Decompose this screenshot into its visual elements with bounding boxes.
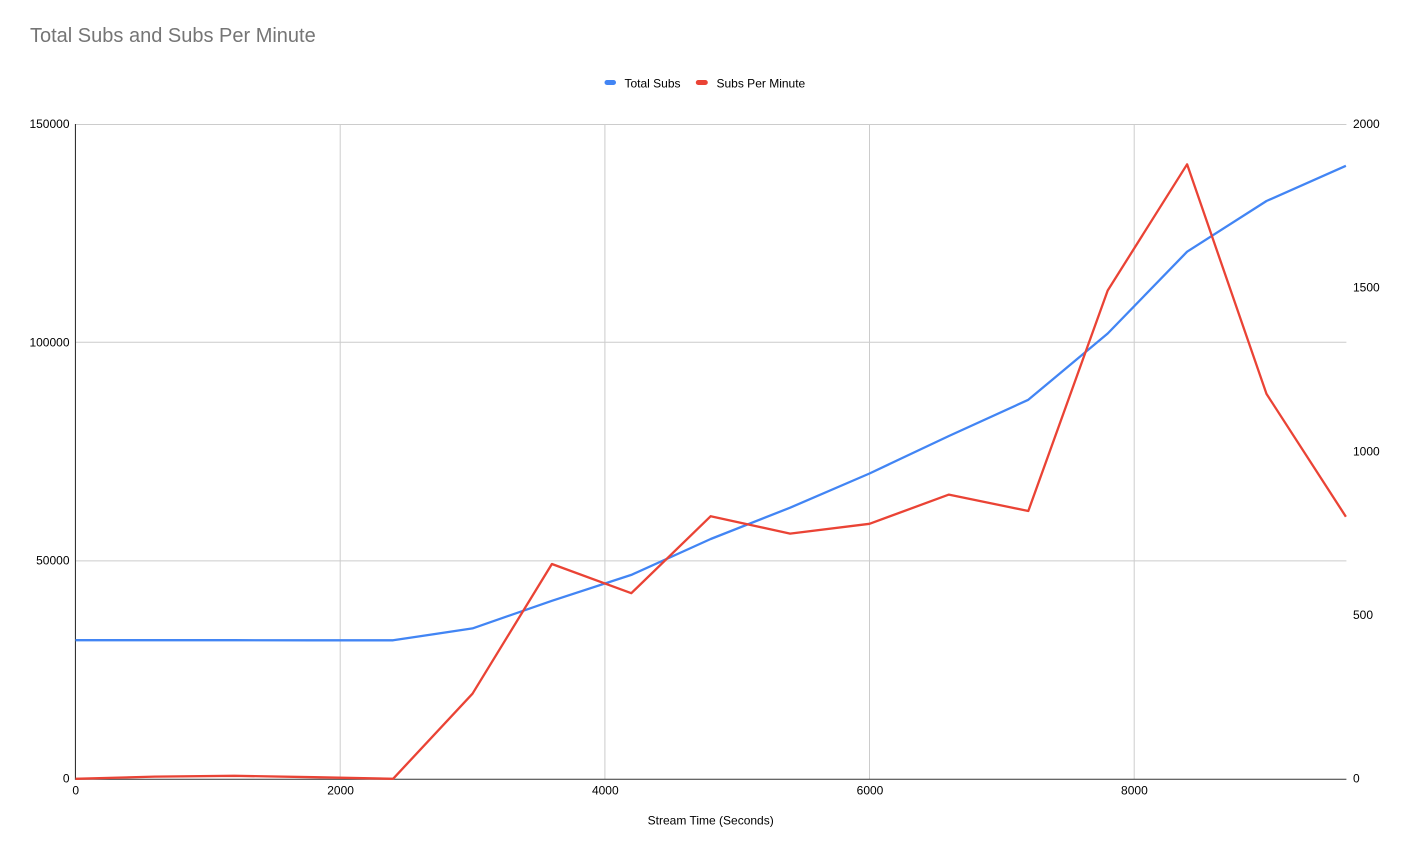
svg-text:Stream Time (Seconds): Stream Time (Seconds) (648, 813, 774, 827)
svg-text:100000: 100000 (29, 335, 69, 349)
svg-text:1000: 1000 (1353, 444, 1380, 458)
svg-text:0: 0 (63, 772, 70, 786)
svg-text:Total Subs: Total Subs (625, 76, 681, 90)
svg-text:Total Subs and Subs Per Minute: Total Subs and Subs Per Minute (30, 25, 316, 47)
svg-text:2000: 2000 (1353, 117, 1380, 131)
svg-text:0: 0 (72, 784, 79, 798)
svg-text:150000: 150000 (29, 117, 69, 131)
svg-text:Subs Per Minute: Subs Per Minute (717, 76, 806, 90)
svg-text:2000: 2000 (327, 784, 354, 798)
svg-text:6000: 6000 (857, 784, 884, 798)
svg-text:1500: 1500 (1353, 281, 1380, 295)
svg-text:4000: 4000 (592, 784, 619, 798)
svg-text:50000: 50000 (36, 554, 70, 568)
svg-text:8000: 8000 (1121, 784, 1148, 798)
svg-text:500: 500 (1353, 608, 1373, 622)
svg-text:0: 0 (1353, 772, 1360, 786)
